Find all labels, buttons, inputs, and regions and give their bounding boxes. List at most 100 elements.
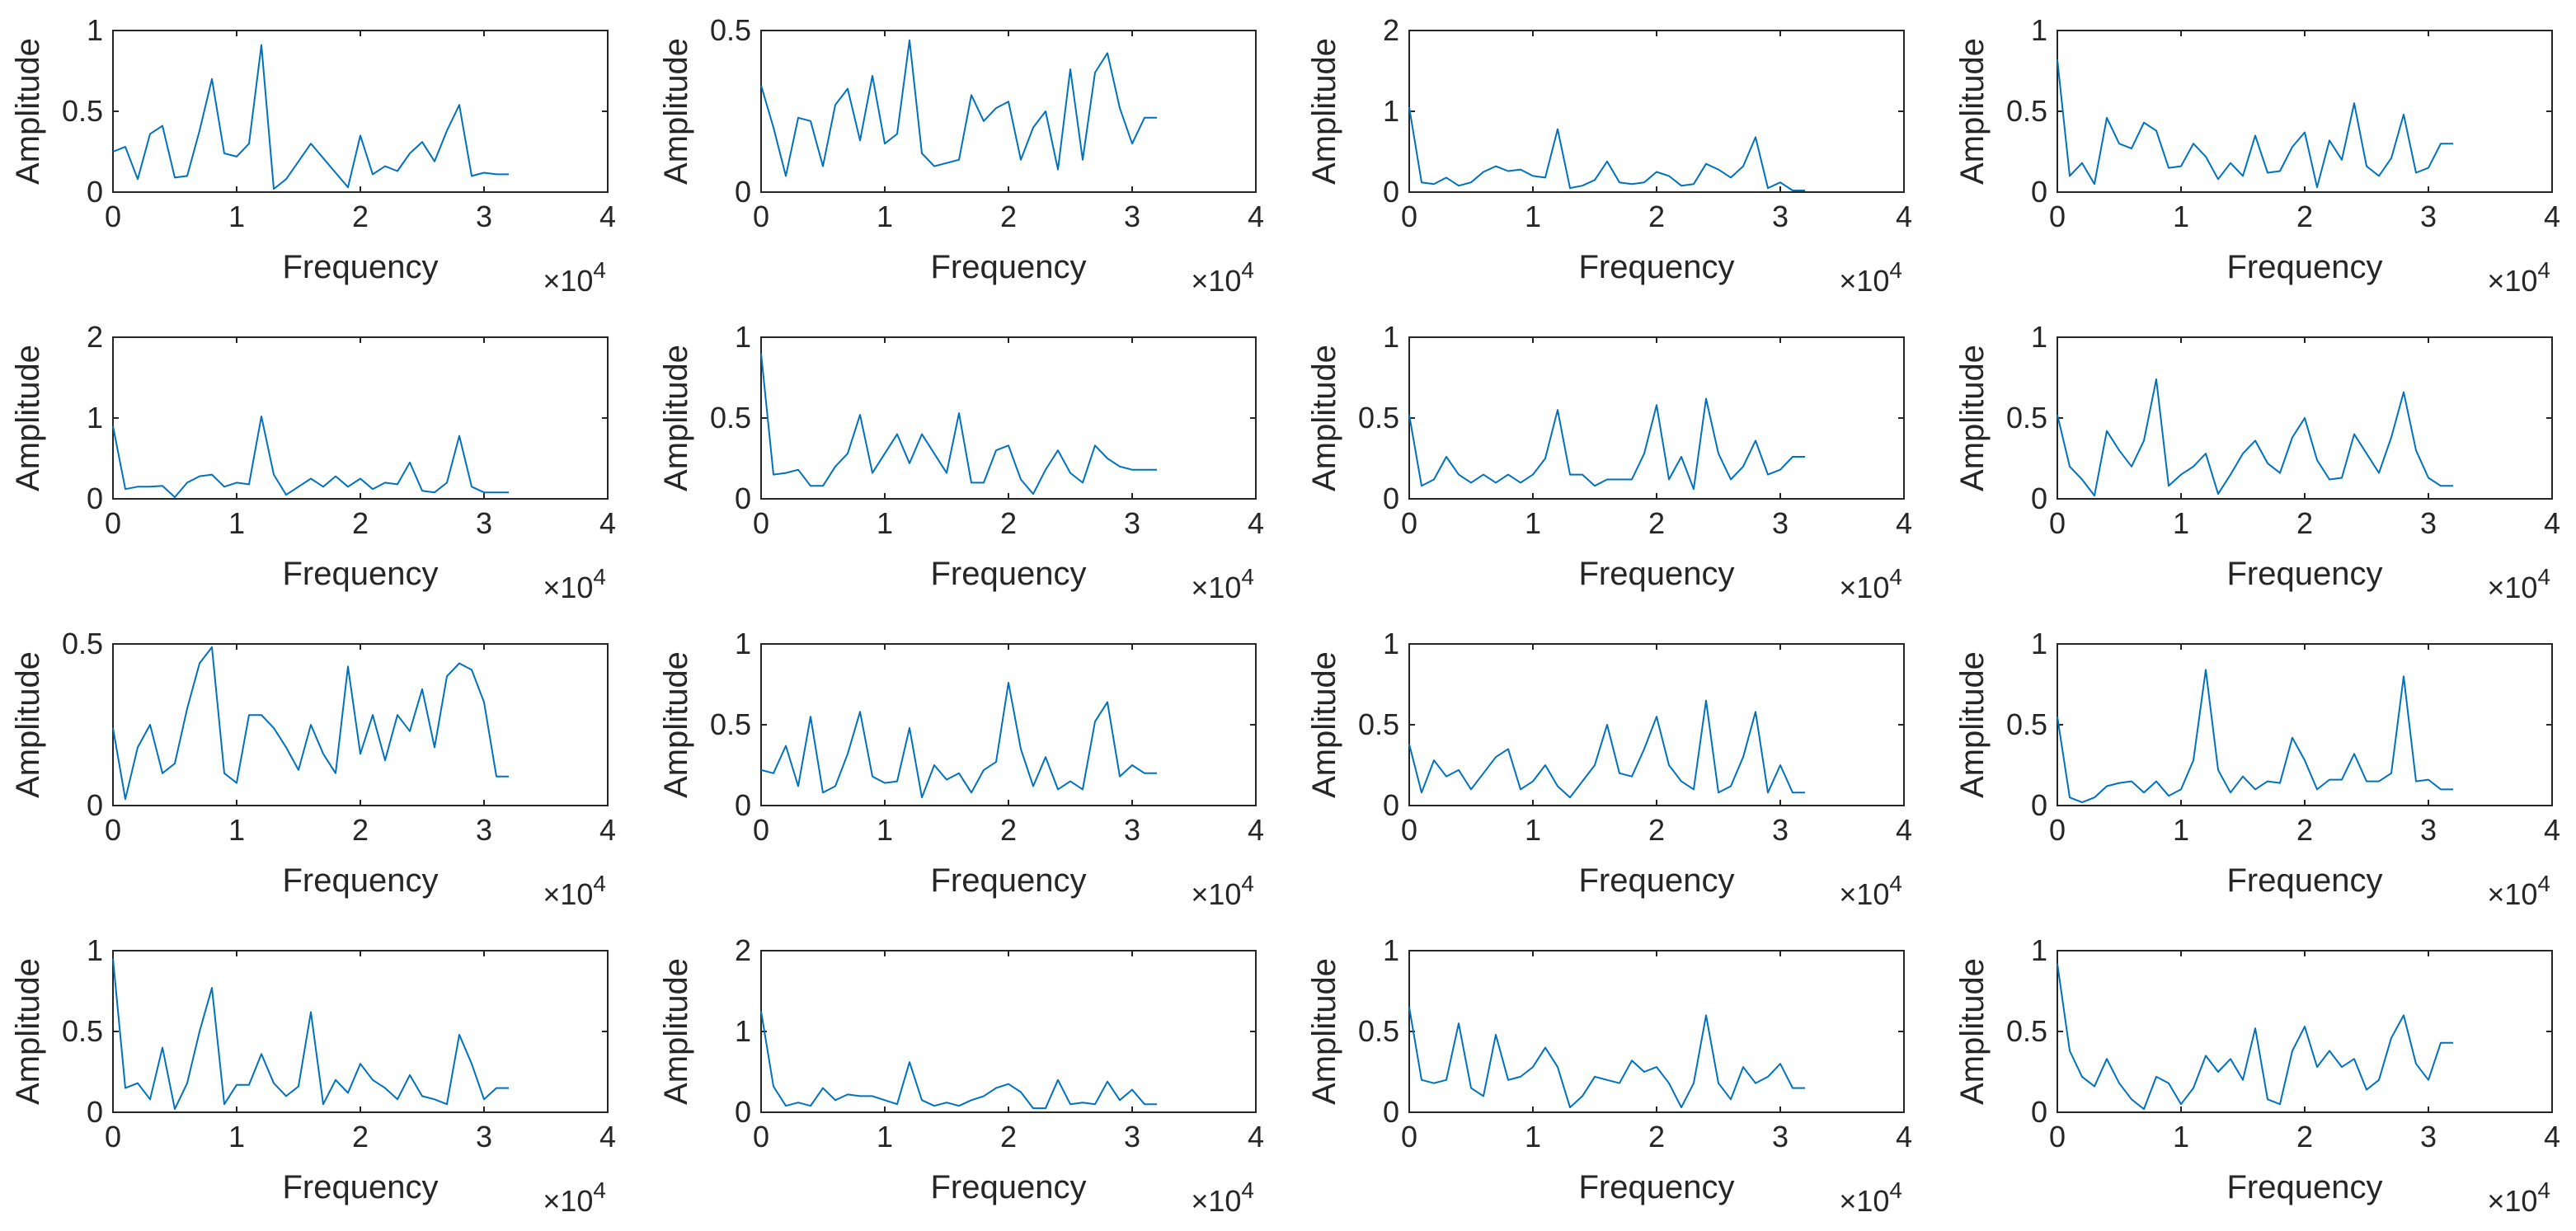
y-tick-label: 0 [87, 175, 103, 209]
x-tick-label: 4 [1248, 506, 1264, 540]
subplot-1-3: 0 1 2 3 4 0 1 2 Frequency Amplitude ×104 [1306, 13, 1912, 298]
y-tick-label: 1 [735, 627, 751, 660]
series-line [2057, 59, 2453, 189]
x-axis-exponent: ×104 [1191, 564, 1254, 604]
x-axis-title: Frequency [1579, 249, 1735, 285]
y-tick-label: 0 [87, 482, 103, 515]
x-tick-label: 2 [1000, 200, 1017, 233]
x-tick-label: 3 [2420, 813, 2437, 847]
y-tick-label: 0 [735, 1095, 751, 1129]
exponent-power: 4 [1241, 871, 1254, 896]
x-tick-label: 0 [105, 1120, 121, 1153]
x-tick-label: 3 [1124, 1120, 1140, 1153]
y-tick-label: 0 [1383, 482, 1399, 515]
y-tick-label: 0.5 [2006, 401, 2047, 435]
axes-box [112, 30, 609, 193]
x-tick-label: 4 [1896, 1120, 1912, 1153]
x-tick-label: 0 [105, 506, 121, 540]
y-tick-label: 2 [1383, 13, 1399, 47]
exponent-power: 4 [1241, 257, 1254, 283]
y-axis-title: Amplitude [658, 958, 694, 1105]
y-tick-label: 0.5 [710, 401, 751, 435]
series-line [760, 39, 1157, 177]
exponent-power: 4 [593, 1177, 606, 1203]
series-line [2057, 963, 2453, 1111]
y-tick-label: 1 [87, 401, 103, 435]
y-tick-label: 0.5 [710, 707, 751, 741]
x-tick-label: 1 [1525, 1120, 1541, 1153]
exponent-base: ×10 [1191, 1184, 1241, 1218]
x-tick-label: 2 [352, 1120, 369, 1153]
y-axis-title: Amplitude [10, 38, 46, 185]
exponent-power: 4 [593, 871, 606, 896]
y-axis-title: Amplitude [10, 651, 46, 798]
y-axis-title: Amplitude [1306, 345, 1342, 491]
x-tick-label: 3 [1772, 506, 1789, 540]
x-axis-exponent: ×104 [1839, 1177, 1902, 1218]
series-line [112, 958, 509, 1111]
y-tick-label: 1 [735, 320, 751, 354]
y-tick-label: 1 [87, 933, 103, 967]
x-axis-exponent: ×104 [1839, 564, 1902, 604]
x-tick-label: 3 [1772, 1120, 1789, 1153]
y-tick-label: 0.5 [2006, 94, 2047, 128]
subplot-3-3: 0 1 2 3 4 0 0.5 1 Frequency Amplitude ×104 [1306, 627, 1912, 911]
y-tick-label: 0 [2031, 1095, 2047, 1129]
x-tick-label: 0 [753, 813, 769, 847]
x-tick-label: 2 [352, 813, 369, 847]
x-axis-title: Frequency [283, 1169, 439, 1205]
x-axis-title: Frequency [2227, 1169, 2383, 1205]
y-tick-label: 0 [735, 175, 751, 209]
subplot-4-1: 0 1 2 3 4 0 0.5 1 Frequency Amplitude ×104 [10, 933, 616, 1218]
y-tick-label: 1 [2031, 13, 2047, 47]
y-tick-label: 0 [1383, 788, 1399, 822]
subplot-2-2: 0 1 2 3 4 0 0.5 1 Frequency Amplitude ×104 [658, 320, 1264, 604]
exponent-power: 4 [593, 257, 606, 283]
axes-box [1408, 643, 1905, 806]
x-axis-exponent: ×104 [2487, 257, 2550, 298]
series-line [760, 682, 1157, 799]
x-axis-exponent: ×104 [2487, 1177, 2550, 1218]
x-tick-label: 2 [1648, 1120, 1665, 1153]
x-tick-label: 4 [1896, 813, 1912, 847]
x-axis-title: Frequency [283, 249, 439, 285]
x-tick-label: 3 [1772, 813, 1789, 847]
y-axis-title: Amplitude [658, 651, 694, 798]
series-line [1408, 1007, 1805, 1109]
y-axis-title: Amplitude [1954, 38, 1991, 185]
y-axis-title: Amplitude [10, 345, 46, 491]
y-tick-label: 1 [1383, 94, 1399, 128]
y-tick-label: 1 [1383, 320, 1399, 354]
x-tick-label: 0 [1401, 813, 1417, 847]
subplot-4-2: 0 1 2 3 4 0 1 2 Frequency Amplitude ×104 [658, 933, 1264, 1218]
x-axis-exponent: ×104 [543, 564, 606, 604]
x-axis-title: Frequency [931, 556, 1087, 592]
x-tick-label: 2 [352, 506, 369, 540]
exponent-power: 4 [1889, 257, 1902, 283]
x-tick-label: 4 [599, 1120, 616, 1153]
y-tick-label: 1 [2031, 933, 2047, 967]
x-tick-label: 1 [877, 813, 893, 847]
x-tick-label: 1 [1525, 200, 1541, 233]
series-line [760, 1011, 1157, 1110]
x-tick-label: 2 [352, 200, 369, 233]
y-tick-label: 0 [87, 1095, 103, 1129]
y-tick-label: 0.5 [710, 13, 751, 47]
y-tick-label: 0.5 [1358, 1014, 1399, 1048]
x-tick-label: 3 [2420, 506, 2437, 540]
y-tick-label: 1 [1383, 627, 1399, 660]
x-tick-label: 1 [2173, 813, 2189, 847]
x-axis-exponent: ×104 [2487, 564, 2550, 604]
y-axis-title: Amplitude [10, 958, 46, 1105]
x-tick-label: 2 [1000, 506, 1017, 540]
x-axis-title: Frequency [283, 862, 439, 899]
x-tick-label: 3 [1124, 200, 1140, 233]
y-tick-label: 0.5 [2006, 707, 2047, 741]
x-tick-label: 3 [2420, 1120, 2437, 1153]
x-tick-label: 2 [1648, 813, 1665, 847]
series-line [112, 646, 509, 801]
x-tick-label: 1 [2173, 1120, 2189, 1153]
x-tick-label: 4 [1896, 506, 1912, 540]
exponent-power: 4 [2537, 564, 2550, 590]
y-tick-label: 2 [735, 933, 751, 967]
